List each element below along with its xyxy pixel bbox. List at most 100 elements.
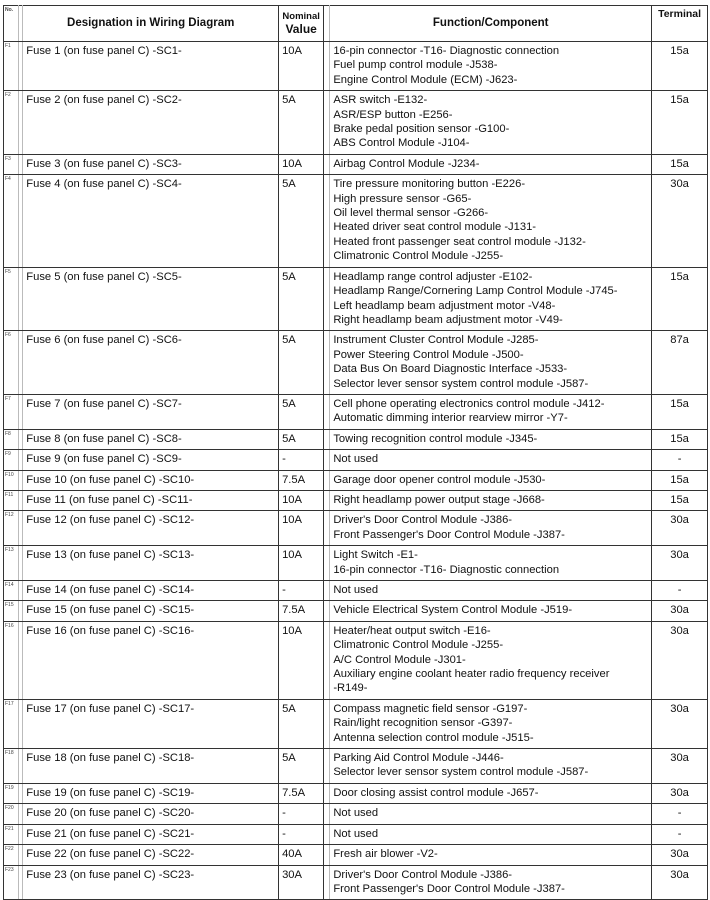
function-cell: Door closing assist control module -J657… bbox=[329, 782, 653, 805]
terminal-cell: 30a bbox=[651, 545, 708, 581]
designation-cell: Fuse 19 (on fuse panel C) -SC19- bbox=[22, 782, 280, 805]
terminal-cell: - bbox=[651, 803, 708, 825]
function-item: Fuel pump control module -J538- bbox=[333, 59, 498, 72]
designation-cell: Fuse 21 (on fuse panel C) -SC21- bbox=[22, 823, 280, 846]
function-item: Fresh air blower -V2- bbox=[333, 848, 438, 861]
function-cell: Driver's Door Control Module -J386- Front… bbox=[329, 864, 653, 900]
function-cell: Heater/heat output switch -E16- Climatron… bbox=[329, 620, 653, 700]
table-row: F5 Fuse 5 (on fuse panel C) -SC5- 5A Headla… bbox=[2, 266, 708, 332]
terminal-cell: 30a bbox=[651, 698, 708, 750]
terminal-cell: 30a bbox=[651, 844, 708, 866]
fuse-number: F19 bbox=[2, 782, 20, 805]
nominal-value-cell: 10A bbox=[278, 40, 325, 92]
designation-cell: Fuse 23 (on fuse panel C) -SC23- bbox=[22, 864, 280, 900]
function-item: Airbag Control Module -J234- bbox=[333, 157, 480, 170]
fuse-number: F2 bbox=[2, 90, 20, 155]
terminal-cell: - bbox=[651, 579, 708, 602]
function-item: Right headlamp beam adjustment motor -V4… bbox=[333, 313, 563, 326]
table-row: F19 Fuse 19 (on fuse panel C) -SC19- 7.5A D… bbox=[2, 782, 708, 805]
fuse-number: F10 bbox=[2, 469, 20, 491]
terminal-cell: 30a bbox=[651, 510, 708, 547]
fuse-number: F5 bbox=[2, 266, 20, 332]
function-item: Compass magnetic field sensor -G197- bbox=[333, 702, 528, 715]
nominal-value-cell: - bbox=[278, 823, 325, 846]
fuse-number: F22 bbox=[2, 844, 20, 866]
terminal-cell: 87a bbox=[651, 330, 708, 395]
table-row: F15 Fuse 15 (on fuse panel C) -SC15- 7.5A V… bbox=[2, 600, 708, 622]
designation-cell: Fuse 17 (on fuse panel C) -SC17- bbox=[22, 698, 280, 750]
function-item: Door closing assist control module -J657… bbox=[333, 786, 539, 799]
table-row: F7 Fuse 7 (on fuse panel C) -SC7- 5A Cell p… bbox=[2, 393, 708, 430]
table-row: F16 Fuse 16 (on fuse panel C) -SC16- 10A He… bbox=[2, 620, 708, 700]
table-row: F18 Fuse 18 (on fuse panel C) -SC18- 5A Par… bbox=[2, 748, 708, 784]
function-cell: Light Switch -E1- 16-pin connector -T16- … bbox=[329, 545, 653, 581]
table-row: F4 Fuse 4 (on fuse panel C) -SC4- 5A Tire p… bbox=[2, 174, 708, 268]
function-cell: Driver's Door Control Module -J386- Front… bbox=[329, 510, 653, 547]
function-item: Cell phone operating electronics control… bbox=[333, 397, 605, 410]
function-item: Oil level thermal sensor -G266- bbox=[333, 207, 489, 220]
function-cell: Compass magnetic field sensor -G197- Rain… bbox=[329, 698, 653, 750]
fuse-number: F1 bbox=[2, 40, 20, 92]
designation-cell: Fuse 1 (on fuse panel C) -SC1- bbox=[22, 40, 280, 92]
function-item: Front Passenger's Door Control Module -J… bbox=[333, 528, 565, 541]
fuse-number: F12 bbox=[2, 510, 20, 547]
function-cell: Not used bbox=[329, 803, 653, 825]
designation-cell: Fuse 20 (on fuse panel C) -SC20- bbox=[22, 803, 280, 825]
nominal-value-cell: 7.5A bbox=[278, 469, 325, 491]
terminal-cell: 30a bbox=[651, 620, 708, 700]
designation-cell: Fuse 22 (on fuse panel C) -SC22- bbox=[22, 844, 280, 866]
terminal-cell: 30a bbox=[651, 864, 708, 900]
function-item: Antenna selection control module -J515- bbox=[333, 731, 534, 744]
fuse-number: F15 bbox=[2, 600, 20, 622]
terminal-cell: 15a bbox=[651, 266, 708, 332]
function-item: Not used bbox=[333, 453, 379, 466]
nominal-value-cell: 10A bbox=[278, 153, 325, 176]
function-item: ASR/ESP button -E256- bbox=[333, 108, 453, 121]
function-item: Selector lever sensor system control mod… bbox=[333, 766, 589, 779]
designation-cell: Fuse 5 (on fuse panel C) -SC5- bbox=[22, 266, 280, 332]
designation-cell: Fuse 18 (on fuse panel C) -SC18- bbox=[22, 748, 280, 784]
fuse-number: F13 bbox=[2, 545, 20, 581]
designation-cell: Fuse 12 (on fuse panel C) -SC12- bbox=[22, 510, 280, 547]
function-item: Driver's Door Control Module -J386- bbox=[333, 514, 513, 527]
fuse-number: F9 bbox=[2, 449, 20, 471]
function-item: Auxiliary engine coolant heater radio fr… bbox=[333, 668, 610, 681]
terminal-cell: 15a bbox=[651, 469, 708, 491]
function-item: Not used bbox=[333, 807, 379, 820]
function-item: A/C Control Module -J301- bbox=[333, 653, 466, 666]
function-item: Not used bbox=[333, 827, 379, 840]
fuse-table: No. Designation in Wiring Diagram Nomina… bbox=[2, 5, 708, 900]
function-cell: Airbag Control Module -J234- bbox=[329, 153, 653, 176]
table-row: F10 Fuse 10 (on fuse panel C) -SC10- 7.5A G… bbox=[2, 469, 708, 491]
fuse-number: F21 bbox=[2, 823, 20, 846]
designation-cell: Fuse 14 (on fuse panel C) -SC14- bbox=[22, 579, 280, 602]
function-item: Vehicle Electrical System Control Module… bbox=[333, 604, 573, 617]
nominal-value-cell: 10A bbox=[278, 545, 325, 581]
terminal-cell: 15a bbox=[651, 153, 708, 176]
function-cell: Instrument Cluster Control Module -J285-… bbox=[329, 330, 653, 395]
table-row: F6 Fuse 6 (on fuse panel C) -SC6- 5A Instru… bbox=[2, 330, 708, 395]
nominal-value-cell: - bbox=[278, 803, 325, 825]
table-row: F14 Fuse 14 (on fuse panel C) -SC14- - Not … bbox=[2, 579, 708, 602]
function-item: Heated driver seat control module -J131- bbox=[333, 221, 537, 234]
header-function: Function/Component bbox=[329, 5, 653, 42]
nominal-value-cell: 5A bbox=[278, 748, 325, 784]
table-row: F22 Fuse 22 (on fuse panel C) -SC22- 40A Fr… bbox=[2, 844, 708, 866]
function-cell: Parking Aid Control Module -J446- Selecto… bbox=[329, 748, 653, 784]
table-row: F20 Fuse 20 (on fuse panel C) -SC20- - Not … bbox=[2, 803, 708, 825]
function-item: ASR switch -E132- bbox=[333, 94, 428, 107]
nominal-value-cell: 5A bbox=[278, 90, 325, 155]
function-item: Heated front passenger seat control modu… bbox=[333, 235, 586, 248]
fuse-number: F17 bbox=[2, 698, 20, 750]
terminal-cell: - bbox=[651, 449, 708, 471]
function-item: Data Bus On Board Diagnostic Interface -… bbox=[333, 363, 568, 376]
table-row: F3 Fuse 3 (on fuse panel C) -SC3- 10A Airba… bbox=[2, 153, 708, 176]
nominal-value-cell: 5A bbox=[278, 393, 325, 430]
table-row: F2 Fuse 2 (on fuse panel C) -SC2- 5A ASR sw… bbox=[2, 90, 708, 155]
function-cell: Vehicle Electrical System Control Module… bbox=[329, 600, 653, 622]
function-item: Power Steering Control Module -J500- bbox=[333, 348, 524, 361]
table-row: F9 Fuse 9 (on fuse panel C) -SC9- - Not use… bbox=[2, 449, 708, 471]
function-item: Selector lever sensor system control mod… bbox=[333, 377, 589, 390]
function-item: Engine Control Module (ECM) -J623- bbox=[333, 73, 518, 86]
function-item: Climatronic Control Module -J255- bbox=[333, 639, 504, 652]
